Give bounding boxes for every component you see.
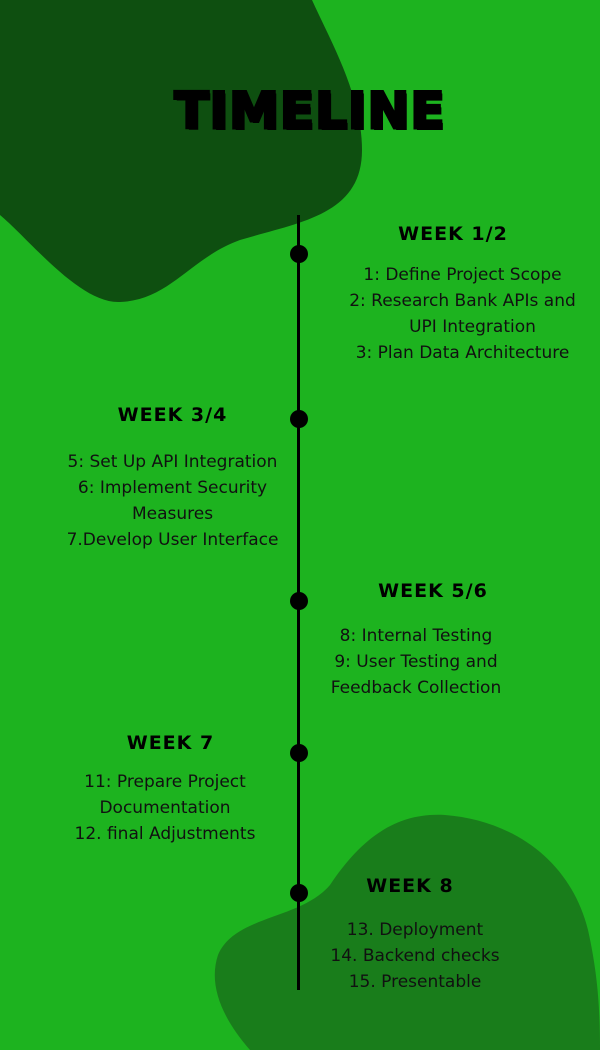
week-heading-3-4: WEEK 3/4 — [117, 404, 228, 426]
task-item: 6: Implement Security — [77, 478, 268, 498]
task-item: UPI Integration — [409, 317, 536, 337]
week-items-3-4: 5: Set Up API Integration 6: Implement S… — [40, 449, 305, 553]
task-item: 3: Plan Data Architecture — [355, 343, 570, 363]
timeline-dot-week-7 — [290, 744, 308, 762]
week-heading-5-6: WEEK 5/6 — [378, 580, 488, 602]
task-item: Measures — [131, 504, 214, 524]
week-heading-1-2: WEEK 1/2 — [398, 223, 508, 245]
timeline-dot-week-3-4 — [290, 410, 308, 428]
task-item: 13. Deployment — [346, 920, 484, 940]
task-item: 2: Research Bank APIs and — [349, 291, 576, 311]
task-item: 9: User Testing and — [334, 652, 498, 672]
bottom-right-mid-blob — [214, 814, 600, 1050]
task-item: 15. Presentable — [348, 972, 482, 992]
task-item: 7.Develop User Interface — [66, 530, 279, 550]
task-item: 5: Set Up API Integration — [67, 452, 278, 472]
timeline-dot-week-8 — [290, 884, 308, 902]
top-left-dark-blob — [0, 0, 362, 303]
task-item: 8: Internal Testing — [339, 626, 493, 646]
task-item: 11: Prepare Project — [84, 772, 246, 792]
timeline-dot-week-5-6 — [290, 592, 308, 610]
task-item: 12. final Adjustments — [74, 824, 256, 844]
page-title: TIMELINE — [173, 81, 446, 142]
week-items-5-6: 8: Internal Testing 9: User Testing and … — [300, 623, 532, 701]
task-item: Feedback Collection — [330, 678, 502, 698]
task-item: 14. Backend checks — [330, 946, 500, 966]
timeline-dot-week-1-2 — [290, 245, 308, 263]
task-item: 1: Define Project Scope — [363, 265, 562, 285]
week-items-7: 11: Prepare Project Documentation 12. fi… — [40, 769, 290, 847]
task-item: Documentation — [99, 798, 231, 818]
week-items-1-2: 1: Define Project Scope 2: Research Bank… — [330, 262, 595, 366]
week-heading-8: WEEK 8 — [366, 875, 454, 897]
week-items-8: 13. Deployment 14. Backend checks 15. Pr… — [300, 917, 530, 995]
week-heading-7: WEEK 7 — [126, 732, 215, 754]
